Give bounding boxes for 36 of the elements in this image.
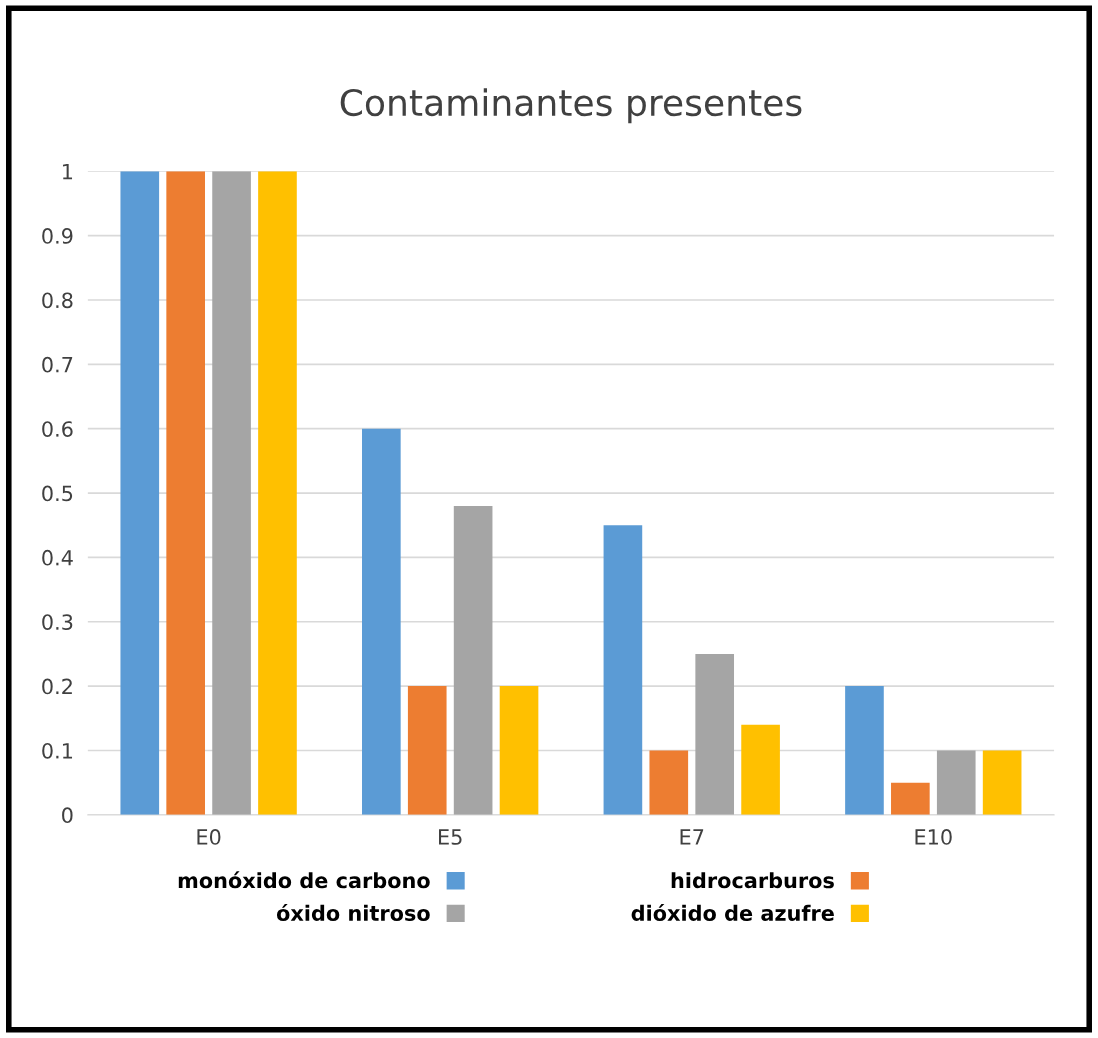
y-tick-label: 0.5 xyxy=(42,485,73,502)
y-tick-label: 1 xyxy=(62,164,73,180)
bar xyxy=(695,653,735,815)
y-tick-label: 0.9 xyxy=(42,228,73,244)
bar xyxy=(120,171,160,815)
bar xyxy=(845,686,884,815)
legend-label: óxido nitroso xyxy=(276,904,430,921)
y-tick-label: 0 xyxy=(62,807,73,824)
y-tick-label: 0.8 xyxy=(42,292,73,309)
legend-label: hidrocarburos xyxy=(671,872,834,889)
bar xyxy=(891,782,930,815)
bar xyxy=(212,171,251,815)
bar xyxy=(499,686,539,815)
bar xyxy=(741,724,780,815)
bar xyxy=(362,428,401,815)
bar xyxy=(407,686,447,815)
legend-label: monóxido de carbono xyxy=(178,871,430,889)
bar xyxy=(936,750,976,815)
x-tick-label: E0 xyxy=(197,829,221,845)
chart-title: Contaminantes presentes xyxy=(340,88,802,124)
y-tick-label: 0.4 xyxy=(42,549,73,566)
bar xyxy=(603,525,643,815)
legend-label: dióxido de azufre xyxy=(631,904,834,921)
y-tick-label: 0.6 xyxy=(42,421,73,437)
bar xyxy=(982,750,1022,815)
y-tick-label: 0.2 xyxy=(42,678,72,695)
y-tick-label: 0.1 xyxy=(42,742,73,759)
bar xyxy=(649,750,689,815)
bar xyxy=(166,171,205,815)
bar xyxy=(258,171,297,815)
y-tick-label: 0.3 xyxy=(42,614,73,630)
y-tick-label: 0.7 xyxy=(42,356,73,373)
x-tick-label: E5 xyxy=(439,829,462,845)
x-tick-label: E7 xyxy=(680,829,704,845)
bar xyxy=(453,505,493,815)
x-tick-label: E10 xyxy=(915,829,952,845)
